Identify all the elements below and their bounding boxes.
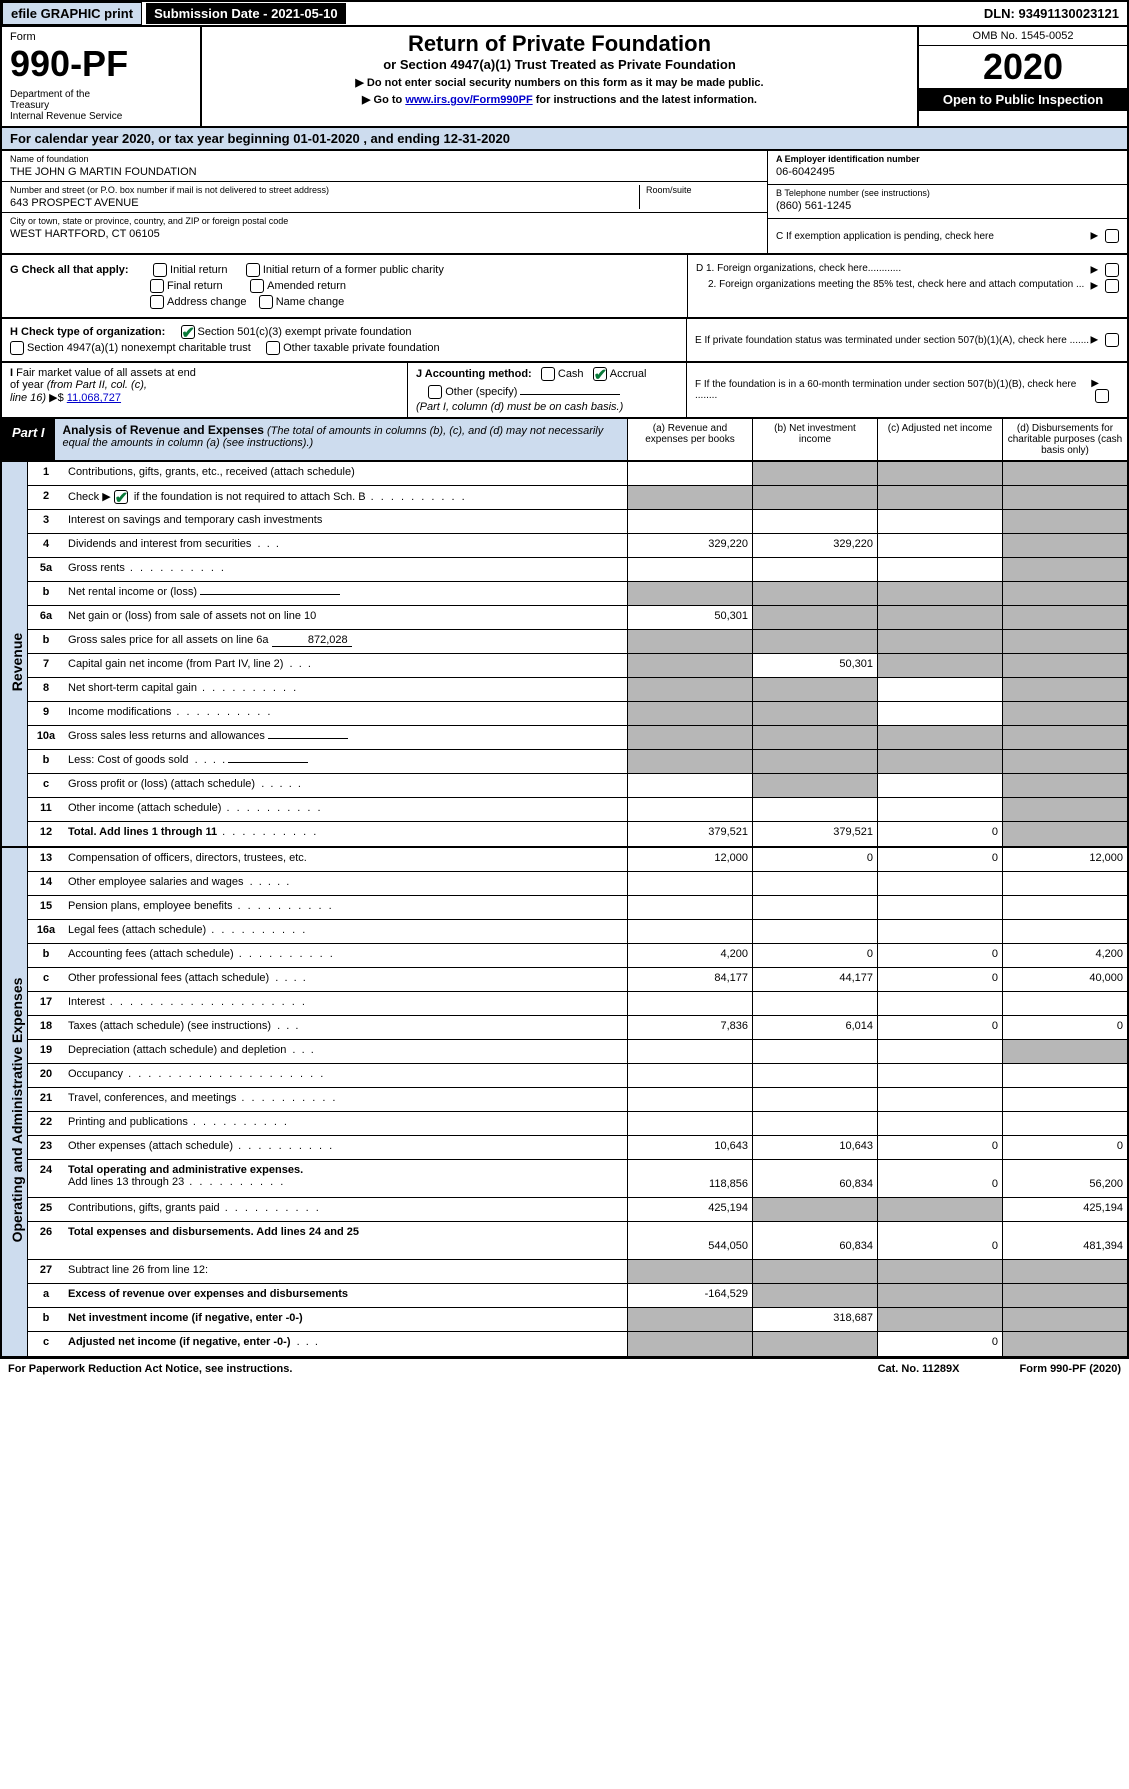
irs-link[interactable]: www.irs.gov/Form990PF — [405, 94, 532, 106]
name-label: Name of foundation — [10, 154, 759, 164]
d2-label: 2. Foreign organizations meeting the 85%… — [696, 279, 1084, 293]
name-change-checkbox[interactable] — [259, 295, 273, 309]
h-4947-checkbox[interactable] — [10, 341, 24, 355]
calendar-year: For calendar year 2020, or tax year begi… — [0, 128, 1129, 151]
check-h-section: H Check type of organization: Section 50… — [0, 319, 1129, 363]
tax-year: 2020 — [919, 46, 1127, 88]
f-label: F If the foundation is in a 60-month ter… — [695, 379, 1091, 401]
omb-number: OMB No. 1545-0052 — [919, 27, 1127, 46]
city-value: WEST HARTFORD, CT 06105 — [10, 228, 759, 240]
col-c-header: (c) Adjusted net income — [877, 419, 1002, 460]
efile-button[interactable]: efile GRAPHIC print — [2, 2, 142, 25]
footer-right: Form 990-PF (2020) — [1020, 1363, 1122, 1375]
e-checkbox[interactable] — [1105, 333, 1119, 347]
cash-checkbox[interactable] — [541, 367, 555, 381]
form-number: 990-PF — [10, 43, 192, 85]
expenses-table: Operating and Administrative Expenses 13… — [0, 848, 1129, 1358]
part1-label: Part I — [2, 419, 55, 460]
form-header: Form 990-PF Department of theTreasuryInt… — [0, 27, 1129, 128]
d1-checkbox[interactable] — [1105, 263, 1119, 277]
footer-cat: Cat. No. 11289X — [878, 1363, 960, 1375]
open-public: Open to Public Inspection — [919, 88, 1127, 111]
expenses-side-label: Operating and Administrative Expenses — [9, 965, 25, 1255]
form-word: Form — [10, 31, 192, 43]
d1-label: D 1. Foreign organizations, check here..… — [696, 263, 901, 277]
col-d-header: (d) Disbursements for charitable purpose… — [1002, 419, 1127, 460]
fmv-value[interactable]: 11,068,727 — [67, 392, 121, 404]
form-note-1: ▶ Do not enter social security numbers o… — [206, 76, 913, 89]
final-return-checkbox[interactable] — [150, 279, 164, 293]
phone-label: B Telephone number (see instructions) — [776, 188, 1119, 198]
accrual-checkbox[interactable] — [593, 367, 607, 381]
ein-value: 06-6042495 — [776, 166, 1119, 178]
dept-label: Department of theTreasuryInternal Revenu… — [10, 89, 192, 122]
footer-left: For Paperwork Reduction Act Notice, see … — [8, 1363, 292, 1375]
pending-label: C If exemption application is pending, c… — [776, 231, 994, 242]
dln-label: DLN: 93491130023121 — [976, 3, 1127, 24]
form-title: Return of Private Foundation — [206, 31, 913, 57]
address-value: 643 PROSPECT AVENUE — [10, 197, 639, 209]
j-note: (Part I, column (d) must be on cash basi… — [416, 401, 678, 413]
col-a-header: (a) Revenue and expenses per books — [627, 419, 752, 460]
part1-header: Part I Analysis of Revenue and Expenses … — [0, 419, 1129, 462]
sch-b-checkbox[interactable] — [114, 490, 128, 504]
col-b-header: (b) Net investment income — [752, 419, 877, 460]
revenue-side-label: Revenue — [9, 627, 25, 697]
check-g-section: G Check all that apply: Initial return I… — [0, 255, 1129, 319]
initial-return-checkbox[interactable] — [153, 263, 167, 277]
g-label: G Check all that apply: — [10, 264, 129, 276]
page-footer: For Paperwork Reduction Act Notice, see … — [0, 1358, 1129, 1379]
info-section: Name of foundation THE JOHN G MARTIN FOU… — [0, 151, 1129, 255]
check-ij-section: I Fair market value of all assets at end… — [0, 363, 1129, 419]
ein-label: A Employer identification number — [776, 154, 1119, 164]
part1-title: Analysis of Revenue and Expenses — [63, 423, 264, 437]
address-label: Number and street (or P.O. box number if… — [10, 185, 639, 195]
top-bar: efile GRAPHIC print Submission Date - 20… — [0, 0, 1129, 27]
form-subtitle: or Section 4947(a)(1) Trust Treated as P… — [206, 57, 913, 72]
d2-checkbox[interactable] — [1105, 279, 1119, 293]
j-label: J Accounting method: — [416, 368, 532, 380]
initial-former-checkbox[interactable] — [246, 263, 260, 277]
h-501c3-checkbox[interactable] — [181, 325, 195, 339]
amended-return-checkbox[interactable] — [250, 279, 264, 293]
room-label: Room/suite — [646, 185, 759, 195]
address-change-checkbox[interactable] — [150, 295, 164, 309]
submission-date: Submission Date - 2021-05-10 — [146, 3, 346, 24]
form-note-2: ▶ Go to www.irs.gov/Form990PF for instru… — [206, 93, 913, 106]
revenue-table: Revenue 1Contributions, gifts, grants, e… — [0, 462, 1129, 848]
pending-checkbox[interactable] — [1105, 229, 1119, 243]
e-label: E If private foundation status was termi… — [695, 335, 1089, 346]
h-label: H Check type of organization: — [10, 326, 165, 338]
other-method-checkbox[interactable] — [428, 385, 442, 399]
foundation-name: THE JOHN G MARTIN FOUNDATION — [10, 166, 759, 178]
city-label: City or town, state or province, country… — [10, 216, 759, 226]
f-checkbox[interactable] — [1095, 389, 1109, 403]
phone-value: (860) 561-1245 — [776, 200, 1119, 212]
h-other-checkbox[interactable] — [266, 341, 280, 355]
